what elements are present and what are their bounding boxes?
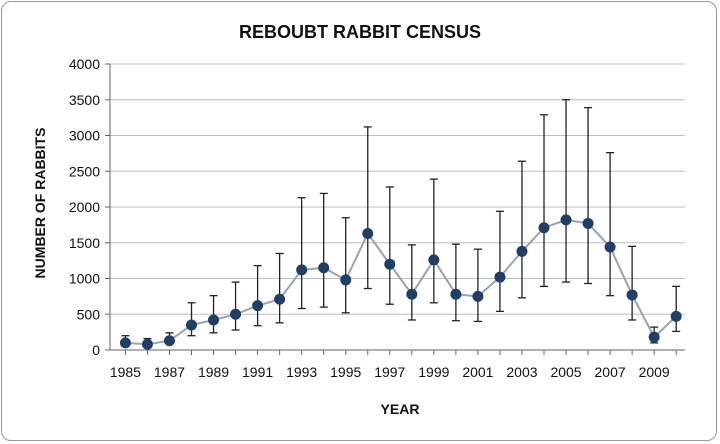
x-tick-label-2001: 2001 bbox=[462, 364, 493, 380]
x-tick-label-1993: 1993 bbox=[286, 364, 317, 380]
x-tick-label-1989: 1989 bbox=[198, 364, 229, 380]
data-point-1994 bbox=[318, 262, 330, 274]
data-point-2003 bbox=[516, 245, 528, 257]
y-tick-label-500: 500 bbox=[77, 306, 101, 322]
x-tick-label-2003: 2003 bbox=[506, 364, 537, 380]
y-tick-label-1000: 1000 bbox=[69, 271, 100, 287]
y-tick-label-0: 0 bbox=[92, 342, 100, 358]
error-bars bbox=[121, 99, 681, 348]
x-tick-label-1999: 1999 bbox=[418, 364, 449, 380]
data-point-2008 bbox=[626, 289, 638, 301]
x-tick-label-2007: 2007 bbox=[595, 364, 626, 380]
data-point-2004 bbox=[538, 222, 550, 234]
data-point-2010 bbox=[670, 310, 682, 322]
data-point-1985 bbox=[119, 337, 131, 349]
gridlines bbox=[110, 63, 685, 315]
series-line bbox=[125, 218, 677, 346]
y-axis-title: NUMBER OF RABBITS bbox=[32, 128, 48, 279]
x-tick-label-1997: 1997 bbox=[374, 364, 405, 380]
y-tick-label-2500: 2500 bbox=[69, 163, 100, 179]
data-point-1989 bbox=[208, 314, 220, 326]
data-point-2009 bbox=[648, 331, 660, 343]
data-point-1991 bbox=[252, 300, 264, 312]
data-markers bbox=[119, 214, 682, 350]
y-tick-labels: 0 500 1000 1500 2000 2500 3000 3500 4000 bbox=[69, 56, 100, 358]
data-point-1997 bbox=[384, 258, 396, 270]
data-point-2006 bbox=[582, 217, 594, 229]
data-point-1986 bbox=[141, 338, 153, 350]
data-point-1992 bbox=[274, 293, 286, 305]
data-point-2005 bbox=[560, 214, 572, 226]
data-point-2002 bbox=[494, 271, 506, 283]
data-point-1995 bbox=[340, 274, 352, 286]
data-point-1987 bbox=[163, 335, 175, 347]
data-point-1990 bbox=[230, 308, 242, 320]
data-point-2000 bbox=[450, 288, 462, 300]
x-tick-label-1995: 1995 bbox=[330, 364, 361, 380]
chart-title: REBOUBT RABBIT CENSUS bbox=[239, 22, 481, 42]
x-axis-title: YEAR bbox=[381, 401, 420, 417]
y-tick-label-2000: 2000 bbox=[69, 199, 100, 215]
data-point-1998 bbox=[406, 288, 418, 300]
x-tick-label-1985: 1985 bbox=[110, 364, 141, 380]
axes bbox=[105, 63, 685, 355]
data-point-2001 bbox=[472, 290, 484, 302]
series-line-group bbox=[125, 218, 677, 346]
data-point-2007 bbox=[604, 241, 616, 253]
data-point-1996 bbox=[362, 227, 374, 239]
y-tick-label-3500: 3500 bbox=[69, 92, 100, 108]
data-point-1988 bbox=[186, 319, 198, 331]
y-tick-label-1500: 1500 bbox=[69, 235, 100, 251]
x-tick-label-1991: 1991 bbox=[242, 364, 273, 380]
x-tick-label-1987: 1987 bbox=[154, 364, 185, 380]
x-tick-labels: 1985 1987 1989 1991 1993 1995 1997 1999 2001 2003… bbox=[110, 364, 670, 380]
data-point-1993 bbox=[296, 264, 308, 276]
y-tick-label-3000: 3000 bbox=[69, 128, 100, 144]
data-point-1999 bbox=[428, 254, 440, 266]
x-tick-label-2005: 2005 bbox=[550, 364, 581, 380]
x-tick-label-2009: 2009 bbox=[639, 364, 670, 380]
y-tick-label-4000: 4000 bbox=[69, 56, 100, 72]
